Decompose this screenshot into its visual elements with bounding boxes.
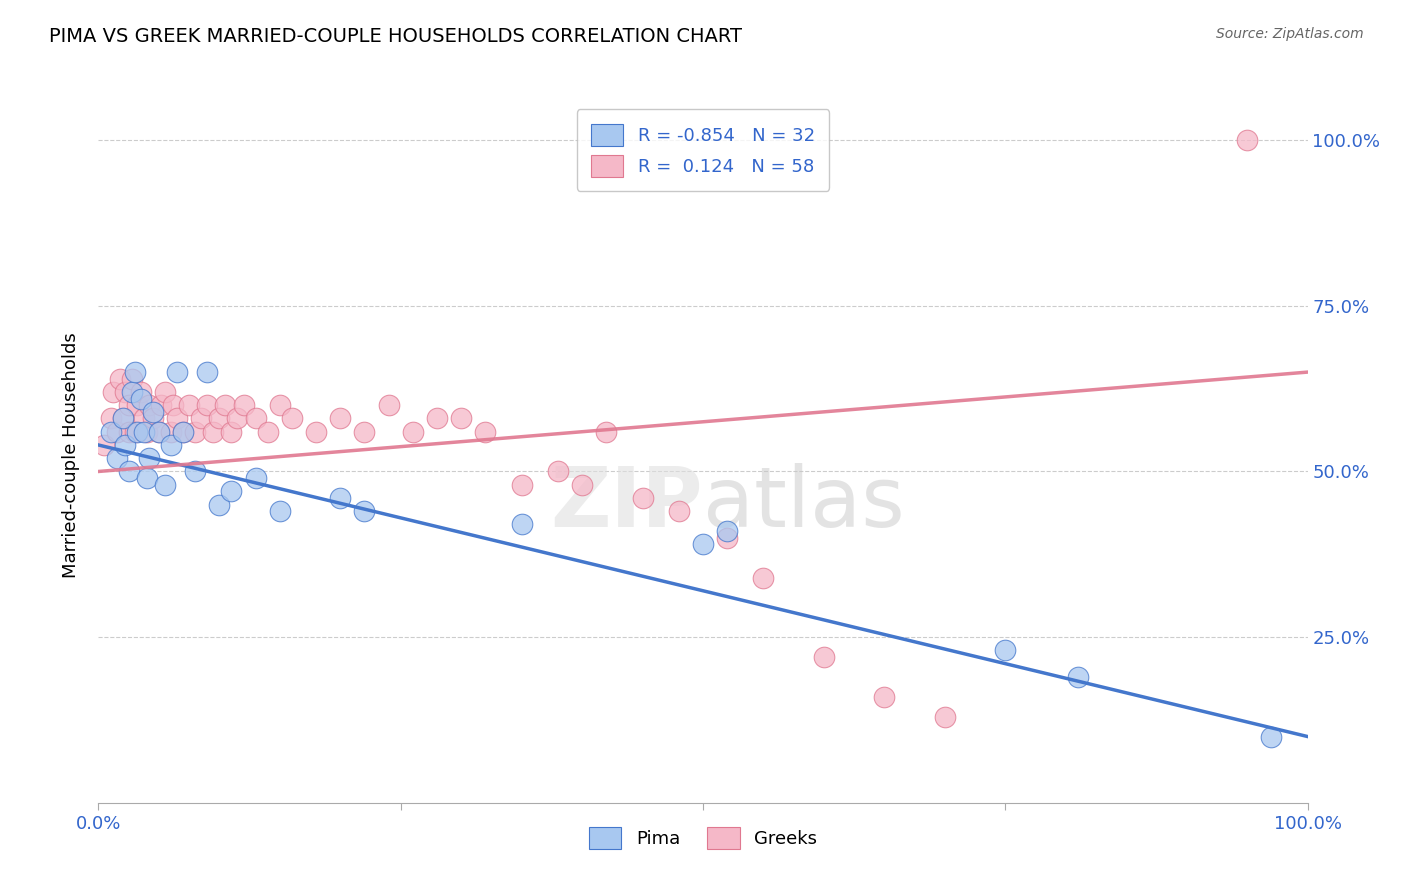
- Text: PIMA VS GREEK MARRIED-COUPLE HOUSEHOLDS CORRELATION CHART: PIMA VS GREEK MARRIED-COUPLE HOUSEHOLDS …: [49, 27, 742, 45]
- Point: [269, 398, 291, 412]
- Point: [716, 531, 738, 545]
- Point: [281, 411, 304, 425]
- Point: [124, 365, 146, 379]
- Point: [166, 365, 188, 379]
- Legend: Pima, Greeks: Pima, Greeks: [582, 820, 824, 856]
- Point: [510, 517, 533, 532]
- Point: [108, 372, 131, 386]
- Point: [166, 411, 188, 425]
- Point: [353, 504, 375, 518]
- Point: [692, 537, 714, 551]
- Point: [221, 425, 243, 439]
- Point: [135, 471, 157, 485]
- Point: [138, 451, 160, 466]
- Point: [377, 398, 399, 412]
- Y-axis label: Married-couple Households: Married-couple Households: [62, 332, 80, 578]
- Point: [752, 570, 775, 584]
- Point: [208, 498, 231, 512]
- Point: [100, 425, 122, 439]
- Point: [353, 425, 375, 439]
- Point: [994, 643, 1017, 657]
- Point: [232, 398, 254, 412]
- Point: [162, 398, 184, 412]
- Point: [114, 438, 136, 452]
- Point: [148, 425, 170, 439]
- Point: [329, 411, 352, 425]
- Point: [127, 398, 149, 412]
- Point: [226, 411, 249, 425]
- Point: [148, 425, 170, 439]
- Point: [305, 425, 328, 439]
- Point: [142, 405, 165, 419]
- Point: [93, 438, 115, 452]
- Point: [111, 411, 134, 425]
- Point: [245, 471, 267, 485]
- Point: [547, 465, 569, 479]
- Point: [114, 384, 136, 399]
- Text: Source: ZipAtlas.com: Source: ZipAtlas.com: [1216, 27, 1364, 41]
- Point: [1236, 133, 1258, 147]
- Point: [934, 709, 956, 723]
- Point: [179, 398, 201, 412]
- Point: [202, 425, 225, 439]
- Text: atlas: atlas: [703, 463, 904, 544]
- Point: [190, 411, 212, 425]
- Point: [160, 425, 183, 439]
- Point: [184, 425, 207, 439]
- Point: [127, 425, 149, 439]
- Point: [208, 411, 231, 425]
- Point: [118, 425, 141, 439]
- Point: [668, 504, 690, 518]
- Point: [184, 465, 207, 479]
- Point: [121, 384, 143, 399]
- Point: [221, 484, 243, 499]
- Point: [121, 372, 143, 386]
- Point: [402, 425, 425, 439]
- Point: [124, 425, 146, 439]
- Point: [595, 425, 617, 439]
- Point: [269, 504, 291, 518]
- Point: [153, 477, 176, 491]
- Point: [135, 425, 157, 439]
- Point: [100, 411, 122, 425]
- Point: [1067, 670, 1090, 684]
- Point: [716, 524, 738, 538]
- Point: [256, 425, 278, 439]
- Text: ZIP: ZIP: [551, 463, 703, 544]
- Point: [129, 384, 152, 399]
- Point: [571, 477, 593, 491]
- Point: [245, 411, 267, 425]
- Point: [101, 384, 124, 399]
- Point: [214, 398, 236, 412]
- Point: [105, 425, 128, 439]
- Point: [153, 384, 176, 399]
- Point: [329, 491, 352, 505]
- Point: [134, 425, 156, 439]
- Point: [129, 392, 152, 406]
- Point: [105, 451, 128, 466]
- Point: [118, 465, 141, 479]
- Point: [631, 491, 654, 505]
- Point: [1260, 730, 1282, 744]
- Point: [510, 477, 533, 491]
- Point: [111, 411, 134, 425]
- Point: [142, 411, 165, 425]
- Point: [474, 425, 496, 439]
- Point: [160, 438, 183, 452]
- Point: [172, 425, 194, 439]
- Point: [118, 398, 141, 412]
- Point: [134, 411, 156, 425]
- Point: [450, 411, 472, 425]
- Point: [172, 425, 194, 439]
- Point: [138, 398, 160, 412]
- Point: [813, 650, 835, 665]
- Point: [195, 398, 218, 412]
- Point: [426, 411, 449, 425]
- Point: [873, 690, 896, 704]
- Point: [195, 365, 218, 379]
- Point: [150, 398, 173, 412]
